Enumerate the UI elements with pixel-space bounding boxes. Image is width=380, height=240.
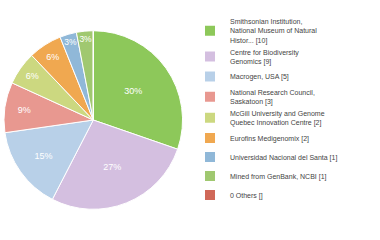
svg-text:30%: 30%	[124, 86, 142, 96]
svg-text:Smithsonian Institution,Nation: Smithsonian Institution,National Museum …	[230, 18, 317, 44]
svg-text:9%: 9%	[18, 105, 31, 115]
svg-text:Mined from GenBank, NCBI [1]: Mined from GenBank, NCBI [1]	[230, 173, 327, 181]
svg-text:McGill University and GenomeQu: McGill University and GenomeQuebec Innov…	[230, 110, 325, 127]
svg-text:15%: 15%	[34, 151, 52, 161]
svg-text:National Research Council,Sask: National Research Council,Saskatoon [3]	[230, 89, 315, 106]
svg-text:6%: 6%	[46, 52, 59, 62]
svg-text:3%: 3%	[64, 37, 77, 47]
svg-text:Macrogen, USA [5]: Macrogen, USA [5]	[230, 73, 289, 81]
svg-text:0 Others []: 0 Others []	[230, 192, 263, 200]
svg-text:Centre for BiodiversityGenomic: Centre for BiodiversityGenomics [9]	[230, 49, 299, 66]
svg-text:6%: 6%	[26, 71, 39, 81]
svg-text:Universidad Nacional del Santa: Universidad Nacional del Santa [1]	[230, 154, 337, 162]
svg-text:3%: 3%	[79, 34, 92, 44]
svg-text:Eurofins Medigenomix [2]: Eurofins Medigenomix [2]	[230, 135, 309, 143]
svg-text:27%: 27%	[103, 162, 121, 172]
